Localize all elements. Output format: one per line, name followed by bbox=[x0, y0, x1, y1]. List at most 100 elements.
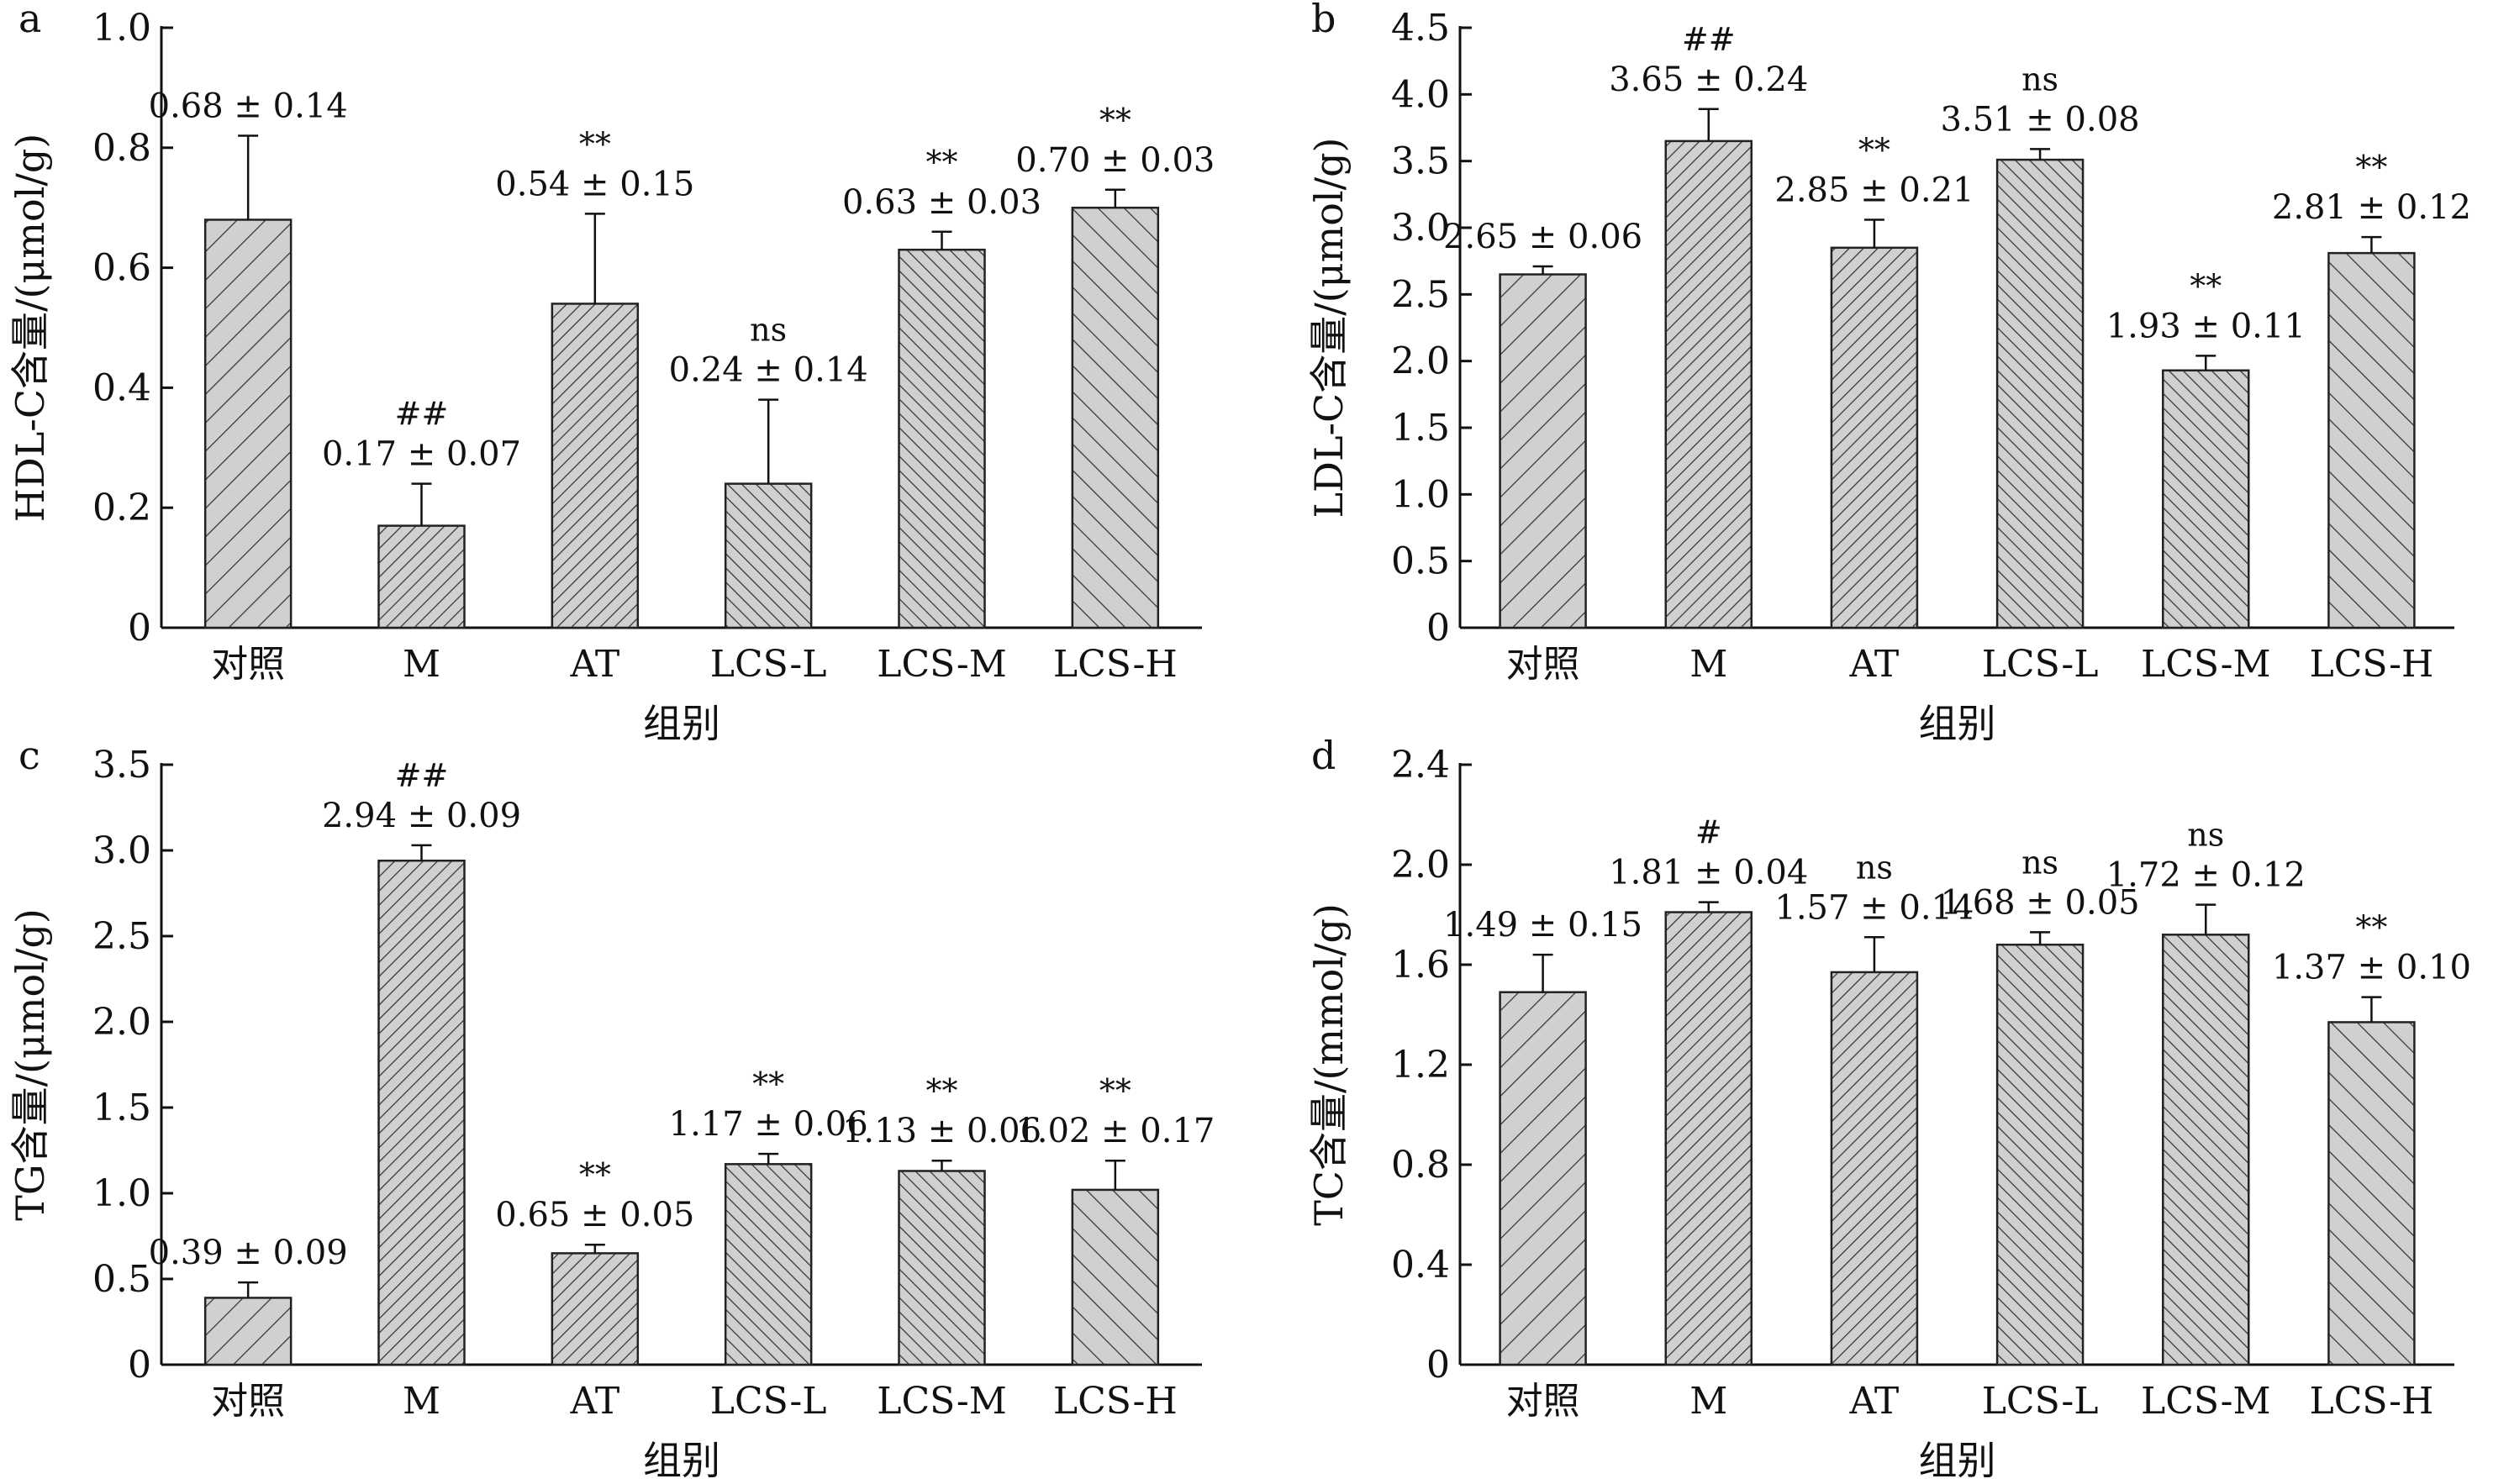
chart-panel-d: 0 0.4 0.8 1.2 1.6 2.0 2.4 TC含量/(mmol/g) 组别 d 对照 1.4… bbox=[1306, 733, 2471, 1483]
significance-label: ** bbox=[1099, 102, 1131, 139]
x-tick-label: 对照 bbox=[211, 1380, 285, 1423]
significance-label: # bbox=[1695, 814, 1722, 851]
data-label: 0.24 ± 0.14 bbox=[669, 351, 868, 390]
data-label: 0.68 ± 0.14 bbox=[149, 87, 348, 126]
significance-label: ns bbox=[2021, 844, 2058, 881]
y-tick-label: 0.5 bbox=[92, 1258, 151, 1301]
panel-letter: d bbox=[1311, 733, 1336, 778]
y-axis-title: LDL-C含量/(μmol/g) bbox=[1306, 138, 1352, 518]
bar bbox=[551, 303, 640, 629]
data-label: 2.85 ± 0.21 bbox=[1774, 171, 1974, 209]
y-tick-label: 0 bbox=[1426, 607, 1450, 650]
y-tick-label: 1.5 bbox=[1391, 407, 1450, 450]
data-label: 3.65 ± 0.24 bbox=[1609, 61, 1808, 99]
y-tick-label: 2.0 bbox=[92, 1001, 151, 1044]
bar bbox=[1995, 943, 2085, 1366]
data-label: 0.70 ± 0.03 bbox=[1015, 141, 1215, 180]
x-tick-label: AT bbox=[1849, 643, 1900, 686]
data-label: 1.72 ± 0.12 bbox=[2106, 856, 2306, 895]
x-tick-label: LCS-L bbox=[1982, 643, 2099, 686]
y-tick-label: 2.5 bbox=[92, 915, 151, 958]
panel-letter: a bbox=[18, 0, 41, 41]
x-tick-label: LCS-L bbox=[1982, 1380, 2099, 1423]
data-label: 1.02 ± 0.17 bbox=[1015, 1112, 1215, 1150]
bar bbox=[1995, 158, 2085, 629]
y-tick-label: 1.0 bbox=[92, 1172, 151, 1215]
bar bbox=[551, 1252, 640, 1366]
bar bbox=[724, 482, 813, 629]
data-label: 0.65 ± 0.05 bbox=[495, 1196, 694, 1234]
x-tick-label: AT bbox=[569, 1380, 619, 1423]
y-tick-label: 0 bbox=[128, 1344, 151, 1387]
x-tick-label: M bbox=[1689, 643, 1727, 686]
panel-letter: b bbox=[1311, 0, 1336, 41]
bar bbox=[1499, 991, 1587, 1366]
bar bbox=[724, 1163, 813, 1366]
y-tick-label: 1.5 bbox=[92, 1087, 151, 1129]
bar bbox=[1664, 911, 1753, 1366]
significance-label: ## bbox=[395, 396, 449, 433]
data-label: 1.93 ± 0.11 bbox=[2106, 307, 2306, 345]
y-tick-label: 0.8 bbox=[1391, 1144, 1450, 1187]
x-tick-label: LCS-M bbox=[877, 643, 1007, 686]
bar bbox=[203, 218, 293, 629]
x-tick-label: AT bbox=[1849, 1380, 1900, 1423]
x-tick-label: 对照 bbox=[1506, 643, 1580, 686]
x-tick-label: 对照 bbox=[211, 643, 285, 686]
x-axis-title: 组别 bbox=[643, 701, 720, 746]
x-tick-label: LCS-M bbox=[2141, 1380, 2271, 1423]
data-label: 2.65 ± 0.06 bbox=[1443, 218, 1642, 256]
data-label: 1.37 ± 0.10 bbox=[2272, 949, 2471, 987]
x-axis-title: 组别 bbox=[643, 1438, 720, 1483]
bar bbox=[2327, 1021, 2416, 1366]
x-tick-label: LCS-L bbox=[710, 1380, 827, 1423]
y-tick-label: 1.0 bbox=[92, 7, 151, 50]
significance-label: ** bbox=[579, 1156, 611, 1193]
chart-panel-a: 0 0.2 0.4 0.6 0.8 1.0 HDL-C含量/(μmol/g) 组别 a 对照 0.6… bbox=[8, 0, 1215, 746]
y-tick-label: 0 bbox=[1426, 1344, 1450, 1387]
data-label: 0.17 ± 0.07 bbox=[322, 435, 521, 474]
x-axis-title: 组别 bbox=[1919, 701, 1996, 746]
significance-label: ns bbox=[2021, 61, 2058, 97]
y-tick-label: 3.0 bbox=[1391, 207, 1450, 250]
bar bbox=[1664, 139, 1753, 629]
significance-label: ** bbox=[2190, 267, 2222, 304]
bar bbox=[1499, 273, 1587, 629]
x-tick-label: M bbox=[403, 1380, 440, 1423]
data-label: 0.39 ± 0.09 bbox=[149, 1234, 348, 1272]
bar bbox=[1071, 1188, 1160, 1366]
x-axis-title: 组别 bbox=[1919, 1438, 1996, 1483]
x-tick-label: M bbox=[403, 643, 440, 686]
data-label: 1.13 ± 0.06 bbox=[842, 1112, 1041, 1150]
data-label: 2.81 ± 0.12 bbox=[2272, 188, 2471, 227]
bar bbox=[377, 524, 466, 629]
bar bbox=[1071, 206, 1160, 629]
bar bbox=[898, 1170, 986, 1366]
y-tick-label: 4.5 bbox=[1391, 7, 1450, 50]
data-label: 0.54 ± 0.15 bbox=[495, 165, 694, 203]
y-tick-label: 1.0 bbox=[1391, 473, 1450, 516]
y-tick-label: 0 bbox=[128, 607, 151, 650]
y-tick-label: 2.4 bbox=[1391, 744, 1450, 787]
bar bbox=[203, 1297, 293, 1366]
x-tick-label: LCS-M bbox=[2141, 643, 2271, 686]
bar bbox=[377, 859, 466, 1366]
data-label: 0.63 ± 0.03 bbox=[842, 183, 1041, 222]
significance-label: ** bbox=[2355, 909, 2387, 946]
x-tick-label: 对照 bbox=[1506, 1380, 1580, 1423]
significance-label: ** bbox=[752, 1066, 784, 1102]
significance-label: ** bbox=[2355, 149, 2387, 186]
y-tick-label: 2.0 bbox=[1391, 340, 1450, 383]
panel-letter: c bbox=[18, 733, 40, 778]
significance-label: ns bbox=[1856, 849, 1893, 886]
bar bbox=[2162, 934, 2250, 1366]
data-label: 2.94 ± 0.09 bbox=[322, 797, 521, 835]
y-axis-title: TG含量/(μmol/g) bbox=[8, 908, 53, 1221]
y-tick-label: 4.0 bbox=[1391, 73, 1450, 116]
y-tick-label: 0.4 bbox=[92, 366, 151, 409]
y-tick-label: 0.6 bbox=[92, 247, 151, 290]
significance-label: ## bbox=[395, 757, 449, 794]
chart-panel-b: 0 0.5 1.0 1.5 2.0 2.5 3.0 3.5 4.0 4.5 LDL-C含量/(μmo… bbox=[1306, 0, 2471, 746]
bar bbox=[2327, 251, 2416, 629]
y-tick-label: 0.4 bbox=[1391, 1244, 1450, 1287]
